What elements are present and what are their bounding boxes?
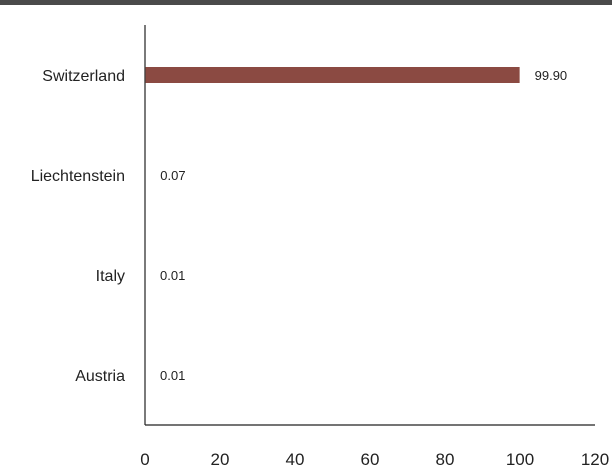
- chart-axes: [144, 25, 595, 426]
- value-label: 0.01: [160, 368, 185, 383]
- x-tick-label: 60: [361, 450, 380, 469]
- category-label: Liechtenstein: [31, 168, 125, 185]
- top-rule: [0, 0, 612, 5]
- category-label: Switzerland: [42, 68, 125, 85]
- x-tick-label: 40: [286, 450, 305, 469]
- category-label: Austria: [75, 368, 125, 385]
- category-label: Italy: [96, 268, 125, 285]
- value-label: 0.07: [160, 168, 185, 183]
- x-tick-label: 80: [436, 450, 455, 469]
- x-tick-label: 100: [506, 450, 534, 469]
- value-label: 99.90: [535, 68, 568, 83]
- x-tick-label: 0: [140, 450, 149, 469]
- value-label: 0.01: [160, 268, 185, 283]
- value-labels: 99.90 0.07 0.01 0.01: [160, 68, 567, 383]
- x-tick-label: 120: [581, 450, 609, 469]
- chart-bars: [145, 67, 520, 83]
- x-tick-labels: 0 20 40 60 80 100 120: [140, 450, 609, 469]
- bar: [145, 67, 520, 83]
- x-tick-label: 20: [211, 450, 230, 469]
- category-labels: Switzerland Liechtenstein Italy Austria: [31, 68, 125, 385]
